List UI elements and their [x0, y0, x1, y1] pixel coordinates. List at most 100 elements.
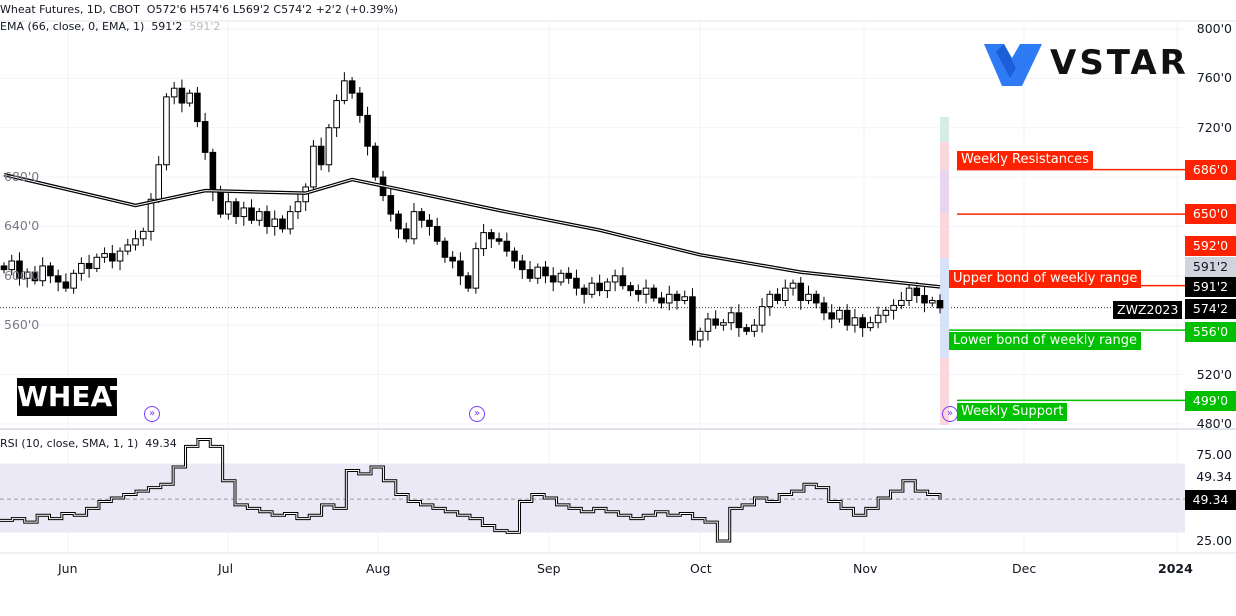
replay-icon[interactable]: »	[144, 406, 160, 422]
candle-down	[441, 240, 449, 258]
candle-down	[194, 92, 201, 123]
candle-up	[696, 330, 704, 341]
candle-down	[774, 293, 781, 301]
range-bar-segment	[940, 170, 949, 213]
candle-up	[758, 306, 766, 326]
candle-down	[735, 312, 743, 329]
candle-up	[665, 293, 673, 304]
replay-icon[interactable]: »	[942, 406, 958, 422]
candle-up	[557, 272, 565, 283]
candle-up	[93, 256, 101, 269]
candle-down	[518, 260, 526, 271]
candle-up	[766, 293, 774, 308]
candle-down	[843, 309, 851, 326]
ticker-label: ZWZ2023	[1113, 301, 1183, 319]
candle-down	[797, 282, 805, 301]
candle-up	[240, 207, 248, 218]
candle-down	[673, 293, 681, 301]
price-tick: 800'0	[1196, 21, 1232, 36]
time-tick: Nov	[853, 561, 878, 576]
candle-up	[255, 211, 263, 221]
candle-down	[936, 299, 944, 309]
candle-down	[689, 296, 696, 341]
candle-down	[820, 302, 828, 314]
candle-up	[611, 275, 619, 283]
range-bar-segment	[940, 213, 949, 258]
candle-up	[905, 287, 913, 301]
price-label-last: 574'2	[1185, 299, 1236, 319]
candle-down	[812, 293, 820, 304]
candle-down	[635, 290, 642, 295]
candle-down	[712, 318, 719, 326]
weekly-support-label: Weekly Support	[957, 403, 1068, 421]
rsi-title: RSI (10, close, SMA, 1, 1)	[0, 437, 139, 450]
rsi-tick-75: 75.00	[1196, 447, 1232, 462]
price-label-686: 686'0	[1185, 160, 1236, 180]
candle-down	[457, 260, 464, 277]
candle-up	[225, 201, 232, 215]
candle-up	[604, 281, 611, 292]
price-tick: 520'0	[1196, 366, 1232, 382]
candle-up	[588, 282, 596, 295]
rsi-ref-label: 49.34	[1196, 469, 1232, 484]
replay-icon[interactable]: »	[469, 406, 485, 422]
vstar-logo-text: VSTAR	[1050, 43, 1189, 83]
candle-up	[410, 211, 418, 240]
candle-down	[62, 281, 70, 289]
ema-line-inner	[3, 174, 941, 288]
candle-down	[464, 275, 472, 289]
time-tick: Aug	[366, 561, 391, 576]
candle-up	[325, 127, 333, 166]
candle-down	[627, 285, 634, 292]
candle-up	[78, 262, 85, 274]
time-tick: Dec	[1012, 561, 1037, 576]
candle-down	[542, 266, 549, 277]
candle-up	[898, 299, 905, 306]
candle-up	[70, 272, 77, 289]
candle-down	[743, 327, 750, 332]
time-tick: 2024	[1158, 561, 1193, 576]
candle-up	[751, 324, 758, 332]
ema-value-faded: 591'2	[189, 20, 221, 33]
candle-down	[402, 228, 410, 240]
symbol-legend: Wheat Futures, 1D, CBOT O572'6 H574'6 L5…	[0, 3, 398, 16]
rsi-legend: RSI (10, close, SMA, 1, 1) 49.34	[0, 437, 177, 450]
candle-up	[642, 287, 650, 295]
candle-up	[805, 293, 812, 301]
range-bar-segment	[940, 142, 949, 170]
candle-up	[851, 317, 859, 326]
candle-up	[8, 260, 16, 271]
candle-down	[31, 271, 39, 282]
weekly-resistances-label: Weekly Resistances	[957, 151, 1093, 169]
candle-up	[472, 248, 480, 289]
rsi-line-inner	[0, 439, 941, 542]
candle-down	[549, 275, 557, 283]
candle-down	[433, 225, 441, 242]
price-tick: 680'0	[4, 169, 40, 185]
candle-up	[170, 87, 178, 98]
ema-value: 591'2	[151, 20, 183, 33]
range-bar-segment	[940, 258, 949, 358]
candle-down	[596, 282, 603, 292]
candle-down	[921, 295, 928, 304]
candle-up	[341, 80, 348, 102]
price-tick: 720'0	[1196, 119, 1232, 135]
price-label-592: 592'0	[1185, 236, 1236, 256]
candle-down	[279, 218, 286, 230]
ema-legend: EMA (66, close, 0, EMA, 1) 591'2 591'2	[0, 20, 220, 33]
range-bar-segment	[940, 358, 949, 425]
candle-up	[867, 322, 874, 329]
price-label-499: 499'0	[1185, 391, 1236, 411]
upper-bond-label: Upper bond of weekly range	[949, 270, 1142, 288]
candle-down	[503, 240, 511, 252]
candle-up	[116, 250, 124, 262]
candle-down	[426, 219, 433, 227]
candle-down	[859, 317, 866, 329]
rsi-last-label: 49.34	[1185, 490, 1236, 510]
candle-down	[580, 287, 588, 295]
candle-down	[263, 211, 271, 227]
candle-up	[720, 322, 727, 326]
candle-up	[882, 309, 890, 316]
candle-up	[271, 218, 279, 227]
